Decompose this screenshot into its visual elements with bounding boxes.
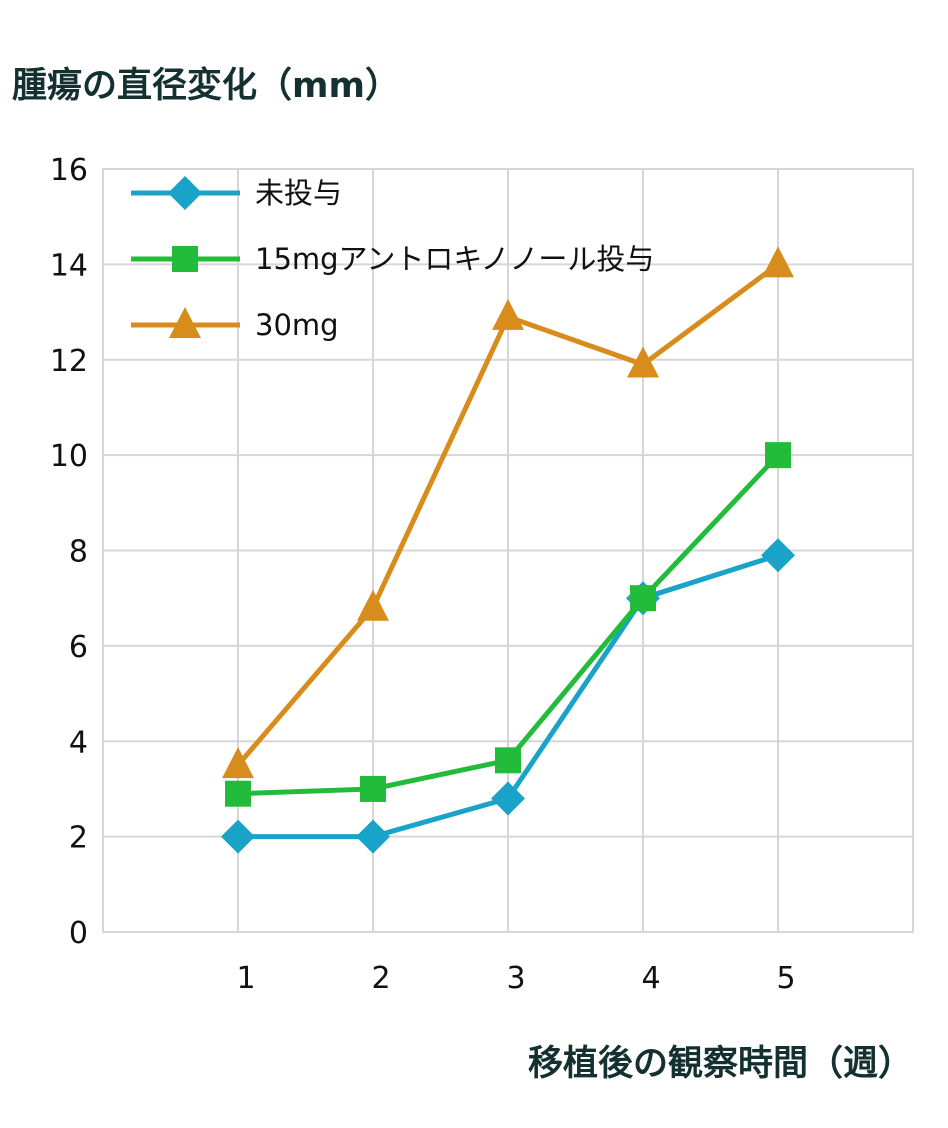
legend-label: 未投与 (255, 176, 342, 210)
legend-item: 未投与 (131, 176, 342, 210)
legend-label: 30mg (255, 308, 339, 342)
y-tick-label: 14 (50, 248, 88, 283)
y-tick-label: 4 (69, 725, 88, 760)
data-point (357, 589, 389, 621)
data-point (491, 781, 525, 816)
plot-frame (102, 168, 914, 933)
legend-item: 30mg (131, 307, 339, 342)
legend-marker (172, 246, 198, 272)
x-axis-ticks: 1 2 3 4 5 (236, 961, 795, 996)
data-point (222, 747, 254, 779)
x-tick-label: 2 (371, 961, 390, 996)
y-tick-label: 12 (50, 344, 88, 379)
x-tick-label: 5 (776, 961, 795, 996)
x-tick-label: 1 (236, 961, 255, 996)
chart-title: 腫瘍の直径変化（mm） (12, 65, 400, 106)
data-point (765, 442, 791, 469)
data-point (492, 298, 524, 330)
legend: 未投与 15mgアントロキノノール投与 30mg (131, 176, 654, 342)
x-tick-label: 4 (641, 961, 660, 996)
data-point (761, 538, 795, 573)
y-tick-label: 2 (69, 821, 88, 856)
y-tick-label: 10 (50, 439, 88, 474)
data-point (225, 780, 251, 807)
grid-lines (103, 168, 913, 933)
y-tick-label: 0 (69, 916, 88, 951)
legend-marker (168, 176, 202, 210)
data-point (221, 819, 255, 854)
data-point (356, 819, 390, 854)
series-group (221, 246, 795, 854)
data-point (495, 747, 521, 774)
y-tick-label: 8 (69, 535, 88, 570)
legend-label: 15mgアントロキノノール投与 (255, 242, 654, 276)
legend-item: 15mgアントロキノノール投与 (131, 242, 654, 276)
data-point (360, 775, 386, 802)
data-point (630, 585, 656, 612)
y-tick-label: 6 (69, 630, 88, 665)
legend-marker (169, 307, 201, 338)
y-tick-label: 16 (50, 153, 88, 188)
data-point (762, 246, 794, 278)
x-tick-label: 3 (506, 961, 525, 996)
series-2 (225, 442, 791, 807)
y-axis-ticks: 0 2 4 6 8 10 12 14 16 (50, 153, 88, 951)
x-axis-label: 移植後の観察時間（週） (528, 1044, 913, 1084)
data-point (627, 346, 659, 378)
series-3 (222, 246, 794, 779)
